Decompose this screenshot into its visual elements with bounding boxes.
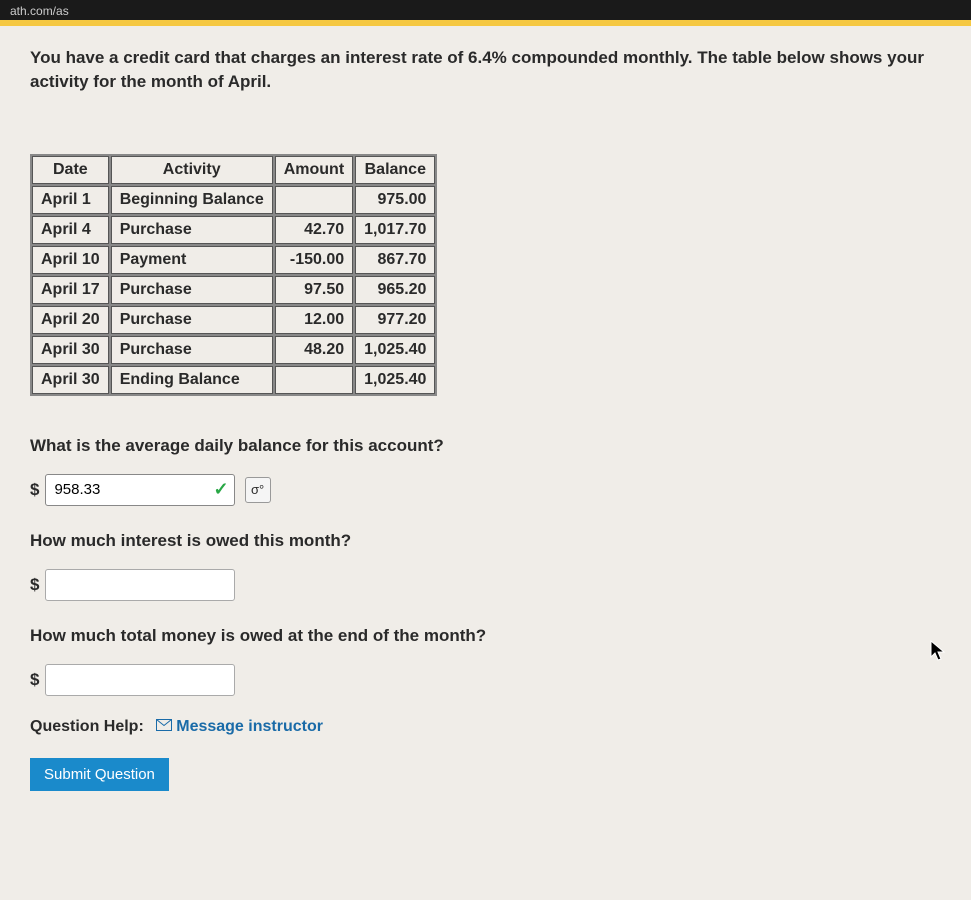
checkmark-icon: ✓ <box>213 479 228 500</box>
answer-input-3[interactable] <box>45 664 235 696</box>
cell-balance: 975.00 <box>355 186 435 214</box>
cell-amount: 12.00 <box>275 306 353 334</box>
cell-balance: 1,017.70 <box>355 216 435 244</box>
problem-statement: You have a credit card that charges an i… <box>30 46 941 94</box>
table-row: April 1 Beginning Balance 975.00 <box>32 186 435 214</box>
question-1-prompt: What is the average daily balance for th… <box>30 436 941 456</box>
cell-date: April 20 <box>32 306 109 334</box>
table-header-row: Date Activity Amount Balance <box>32 156 435 184</box>
dollar-sign: $ <box>30 575 39 595</box>
question-2-prompt: How much interest is owed this month? <box>30 531 941 551</box>
col-activity: Activity <box>111 156 273 184</box>
cell-balance: 1,025.40 <box>355 336 435 364</box>
activity-table: Date Activity Amount Balance April 1 Beg… <box>30 154 437 396</box>
dollar-sign: $ <box>30 670 39 690</box>
table-row: April 10 Payment -150.00 867.70 <box>32 246 435 274</box>
cell-amount: 42.70 <box>275 216 353 244</box>
answer-row-3: $ <box>30 664 941 696</box>
cell-balance: 1,025.40 <box>355 366 435 394</box>
col-date: Date <box>32 156 109 184</box>
cell-activity: Purchase <box>111 336 273 364</box>
cell-activity: Purchase <box>111 276 273 304</box>
cell-date: April 1 <box>32 186 109 214</box>
help-label: Question Help: <box>30 718 144 735</box>
mail-icon <box>156 718 172 736</box>
cell-balance: 867.70 <box>355 246 435 274</box>
col-balance: Balance <box>355 156 435 184</box>
cell-amount <box>275 366 353 394</box>
cell-balance: 977.20 <box>355 306 435 334</box>
cell-date: April 4 <box>32 216 109 244</box>
cell-amount <box>275 186 353 214</box>
cell-activity: Ending Balance <box>111 366 273 394</box>
question-content: You have a credit card that charges an i… <box>0 26 971 811</box>
math-editor-button[interactable]: σ° <box>245 477 271 503</box>
url-fragment: ath.com/as <box>10 4 69 18</box>
answer-row-1: $ ✓ σ° <box>30 474 941 506</box>
cell-activity: Beginning Balance <box>111 186 273 214</box>
cell-amount: 48.20 <box>275 336 353 364</box>
help-link-text: Message instructor <box>176 718 323 735</box>
table-body: April 1 Beginning Balance 975.00 April 4… <box>32 186 435 394</box>
cell-amount: 97.50 <box>275 276 353 304</box>
table-row: April 4 Purchase 42.70 1,017.70 <box>32 216 435 244</box>
dollar-sign: $ <box>30 480 39 500</box>
question-3-prompt: How much total money is owed at the end … <box>30 626 941 646</box>
cell-balance: 965.20 <box>355 276 435 304</box>
sigma-icon: σ° <box>251 482 264 497</box>
table-row: April 17 Purchase 97.50 965.20 <box>32 276 435 304</box>
answer-input-1[interactable] <box>45 474 235 506</box>
table-row: April 20 Purchase 12.00 977.20 <box>32 306 435 334</box>
answer-row-2: $ <box>30 569 941 601</box>
table-row: April 30 Ending Balance 1,025.40 <box>32 366 435 394</box>
cell-amount: -150.00 <box>275 246 353 274</box>
message-instructor-link[interactable]: Message instructor <box>156 718 323 735</box>
answer-input-2[interactable] <box>45 569 235 601</box>
browser-url-bar: ath.com/as <box>0 0 971 20</box>
cell-activity: Purchase <box>111 216 273 244</box>
cell-activity: Purchase <box>111 306 273 334</box>
cell-date: April 30 <box>32 366 109 394</box>
submit-question-button[interactable]: Submit Question <box>30 758 169 791</box>
col-amount: Amount <box>275 156 353 184</box>
cell-activity: Payment <box>111 246 273 274</box>
question-help-row: Question Help: Message instructor <box>30 718 941 736</box>
cell-date: April 17 <box>32 276 109 304</box>
table-row: April 30 Purchase 48.20 1,025.40 <box>32 336 435 364</box>
cell-date: April 30 <box>32 336 109 364</box>
mouse-cursor-icon <box>930 640 946 667</box>
cell-date: April 10 <box>32 246 109 274</box>
